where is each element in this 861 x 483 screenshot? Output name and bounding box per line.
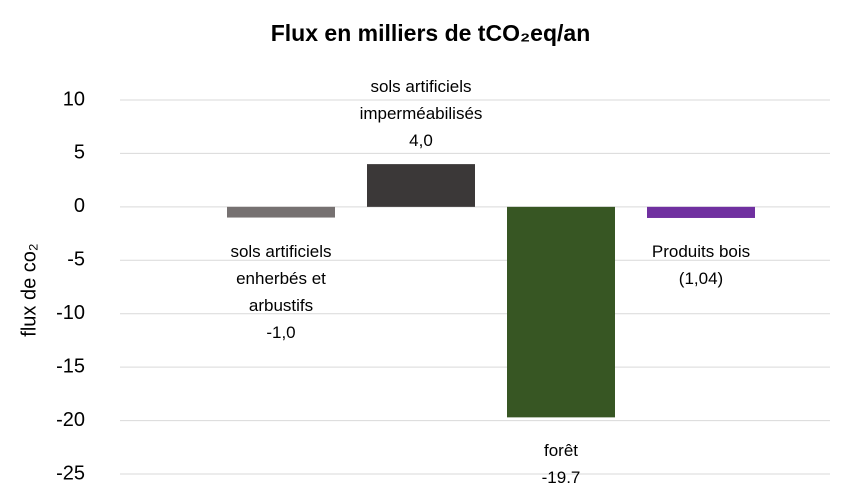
value-label: -19,7 (541, 468, 581, 483)
y-tick-label: -20 (56, 409, 85, 431)
data-label: forêt -19,7 (486, 437, 636, 483)
y-tick-label: -25 (56, 462, 85, 483)
y-tick-label: 10 (63, 88, 85, 110)
y-tick-label: -5 (67, 249, 85, 271)
category-label: sols artificiels enherbés et arbustifs (230, 241, 332, 315)
y-tick-label: 0 (74, 195, 85, 217)
y-axis-label: flux de co₂ (18, 243, 40, 336)
y-tick-label: -15 (56, 355, 85, 377)
value-label: 4,0 (409, 131, 433, 151)
y-tick-label: -10 (56, 302, 85, 324)
value-label: (1,04) (678, 268, 724, 288)
value-label: -1,0 (266, 322, 296, 342)
data-label: sols artificiels imperméabilisés 4,0 (346, 73, 496, 154)
bar (507, 206, 615, 418)
data-label: sols artificiels enherbés et arbustifs -1… (206, 238, 356, 346)
y-tick-label: 5 (74, 142, 85, 164)
category-label: forêt (543, 441, 579, 461)
category-label: sols artificiels imperméabilisés (359, 77, 483, 124)
bar (647, 206, 755, 218)
data-label: Produits bois (1,04) (626, 238, 776, 292)
bar (227, 206, 335, 218)
category-label: Produits bois (651, 241, 751, 261)
bar (367, 164, 475, 207)
chart-title: Flux en milliers de tCO₂eq/an (270, 20, 591, 46)
